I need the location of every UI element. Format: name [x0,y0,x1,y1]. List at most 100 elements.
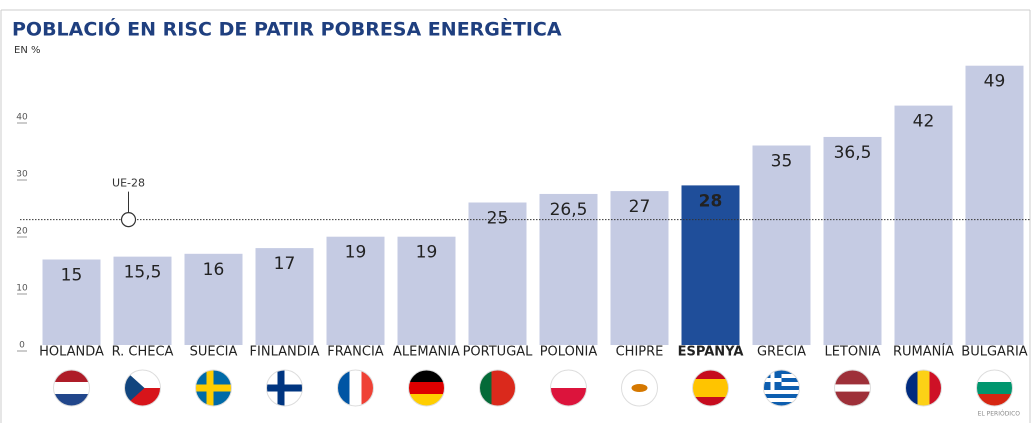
chart-title: POBLACIÓ EN RISC DE PATIR POBRESA ENERGÈ… [12,17,562,41]
flag-stripe [408,394,445,406]
flag-stripe [834,391,871,400]
flag [479,370,516,406]
bar [42,259,101,345]
flag-stripe [503,370,516,406]
bar [610,191,669,345]
x-tick-label: GRECIA [757,345,806,360]
x-tick-label: ALEMANIA [393,345,460,360]
flag [195,370,232,406]
x-tick-label: SUECIA [190,345,238,360]
flag-stripe [834,398,871,406]
flag-stripe [408,370,445,383]
flag-outline [266,369,303,407]
x-tick-label: R. CHECA [112,345,174,360]
value-label: 15 [61,266,83,286]
flag-stripe [53,370,90,383]
flag-stripe [976,382,1013,395]
bar [965,65,1024,345]
value-label: 26,5 [550,200,588,220]
flag-stripe [917,370,930,406]
flag [905,370,942,406]
y-tick-label: 0 [19,341,25,351]
x-tick-label: HOLANDA [39,345,104,360]
flag-stripe [929,370,942,406]
flag-stripe [479,370,492,406]
bar [468,202,527,345]
x-tick-label: FRANCIA [327,345,384,360]
value-label: 42 [913,112,935,132]
y-tick-label: 20 [16,227,28,237]
flag-outline [53,369,90,407]
bar [681,185,740,345]
value-label: 15,5 [124,263,162,283]
x-tick-label: LETONIA [824,345,880,360]
flag-outline [195,369,232,407]
flag [692,370,729,406]
flag-stripe [834,370,871,378]
flag-stripe [621,370,658,389]
reference-label: UE-28 [112,177,145,190]
value-label: 19 [345,243,367,263]
bar [184,253,243,345]
flag-outline [621,369,658,407]
value-label: 27 [629,197,651,217]
flag-outline [408,369,445,407]
value-label: 28 [699,191,723,211]
flag-stripe [834,384,871,393]
y-tick-label: 10 [16,284,28,294]
flag-stripe [337,370,350,406]
flag-stripe [408,382,445,395]
flag-cross [770,370,775,390]
flag-outline [479,369,516,407]
flag-stripe [550,370,587,389]
flag-stripe [621,388,658,406]
source: EL PERIÓDICO [978,411,1021,418]
flag-stripe [834,377,871,385]
value-label: 17 [274,254,296,274]
flag [408,370,445,406]
x-tick-label: PORTUGAL [463,345,534,360]
flag-outline [905,369,942,407]
flag-outline [124,369,161,407]
flag-stripe [692,388,729,398]
flag-emblem [631,384,648,392]
flag-stripe [976,394,1013,406]
flag [124,370,161,406]
chart-subtitle: EN % [14,45,40,56]
flag-stripe [763,402,800,406]
value-label: 19 [416,243,438,263]
flag-outline [692,369,729,407]
flag-stripe [53,382,90,395]
bar [113,256,172,345]
bar [326,236,385,345]
y-tick-label: 40 [16,113,28,123]
flag [337,370,374,406]
flag-cross [277,370,285,406]
bar [255,248,314,345]
flag-stripe [53,394,90,406]
flag [976,370,1013,406]
flag-stripe [976,370,1013,383]
flag-outline [834,369,871,407]
flag [550,370,587,406]
x-tick-label: BULGARIA [961,345,1028,360]
y-tick-label: 30 [16,170,28,180]
flag-stripe [763,390,800,394]
flag-stripe [361,370,374,406]
value-label: 36,5 [834,143,872,163]
flag-outline [337,369,374,407]
flag [834,370,871,406]
flag-outline [763,369,800,407]
flag-stripe [692,370,729,380]
flag-stripe [905,370,918,406]
bar [823,136,882,345]
flag [266,370,303,406]
bar [894,105,953,345]
flag-outline [976,369,1013,407]
x-tick-label: POLONIA [540,345,598,360]
flag-triangle [124,370,145,406]
flag-stripe [692,379,729,389]
value-label: 49 [984,72,1006,92]
